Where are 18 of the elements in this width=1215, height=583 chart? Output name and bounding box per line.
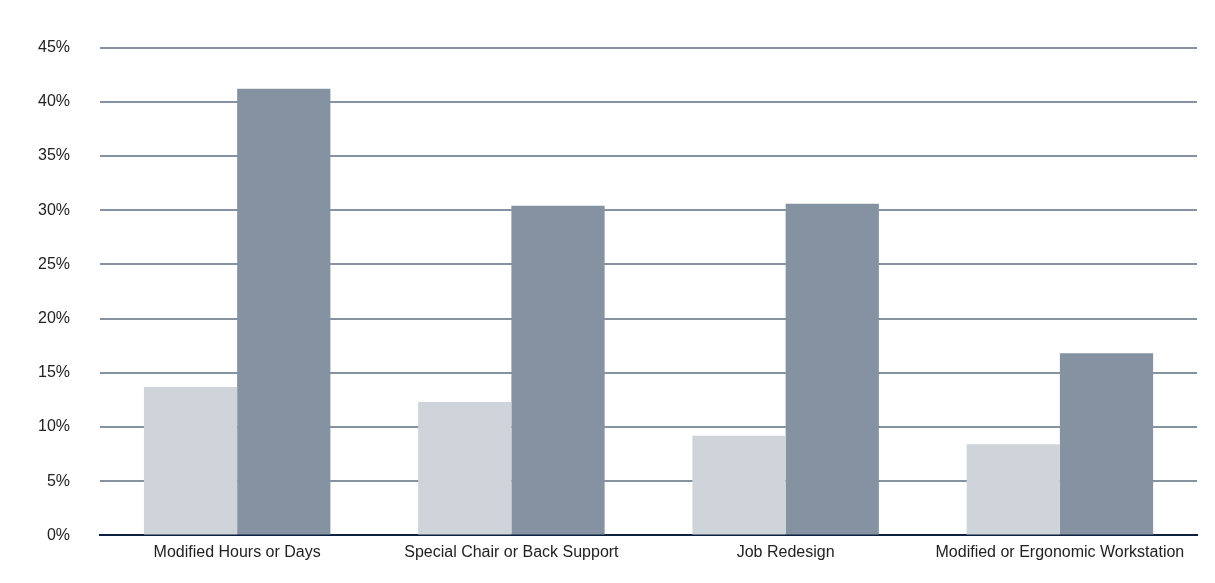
x-tick-label: Job Redesign bbox=[736, 543, 835, 561]
y-tick-label: 40% bbox=[37, 92, 71, 110]
y-tick-label: 25% bbox=[37, 254, 71, 272]
bar bbox=[143, 386, 238, 535]
y-tick-label: 45% bbox=[37, 38, 71, 56]
y-tick-label: 30% bbox=[37, 200, 71, 218]
y-tick-label: 35% bbox=[37, 146, 71, 164]
y-tick-label: 20% bbox=[37, 309, 71, 327]
x-tick-label: Modified Hours or Days bbox=[153, 543, 321, 561]
y-tick-label: 0% bbox=[46, 525, 71, 543]
x-tick-label: Modified or Ergonomic Workstation bbox=[935, 543, 1185, 561]
bar bbox=[966, 444, 1060, 535]
x-tick-label: Special Chair or Back Support bbox=[404, 543, 620, 561]
y-tick-label: 10% bbox=[37, 417, 71, 435]
bar bbox=[418, 402, 512, 535]
bar bbox=[692, 435, 786, 535]
y-tick-label: 5% bbox=[46, 471, 71, 489]
y-tick-label: 15% bbox=[37, 363, 71, 381]
